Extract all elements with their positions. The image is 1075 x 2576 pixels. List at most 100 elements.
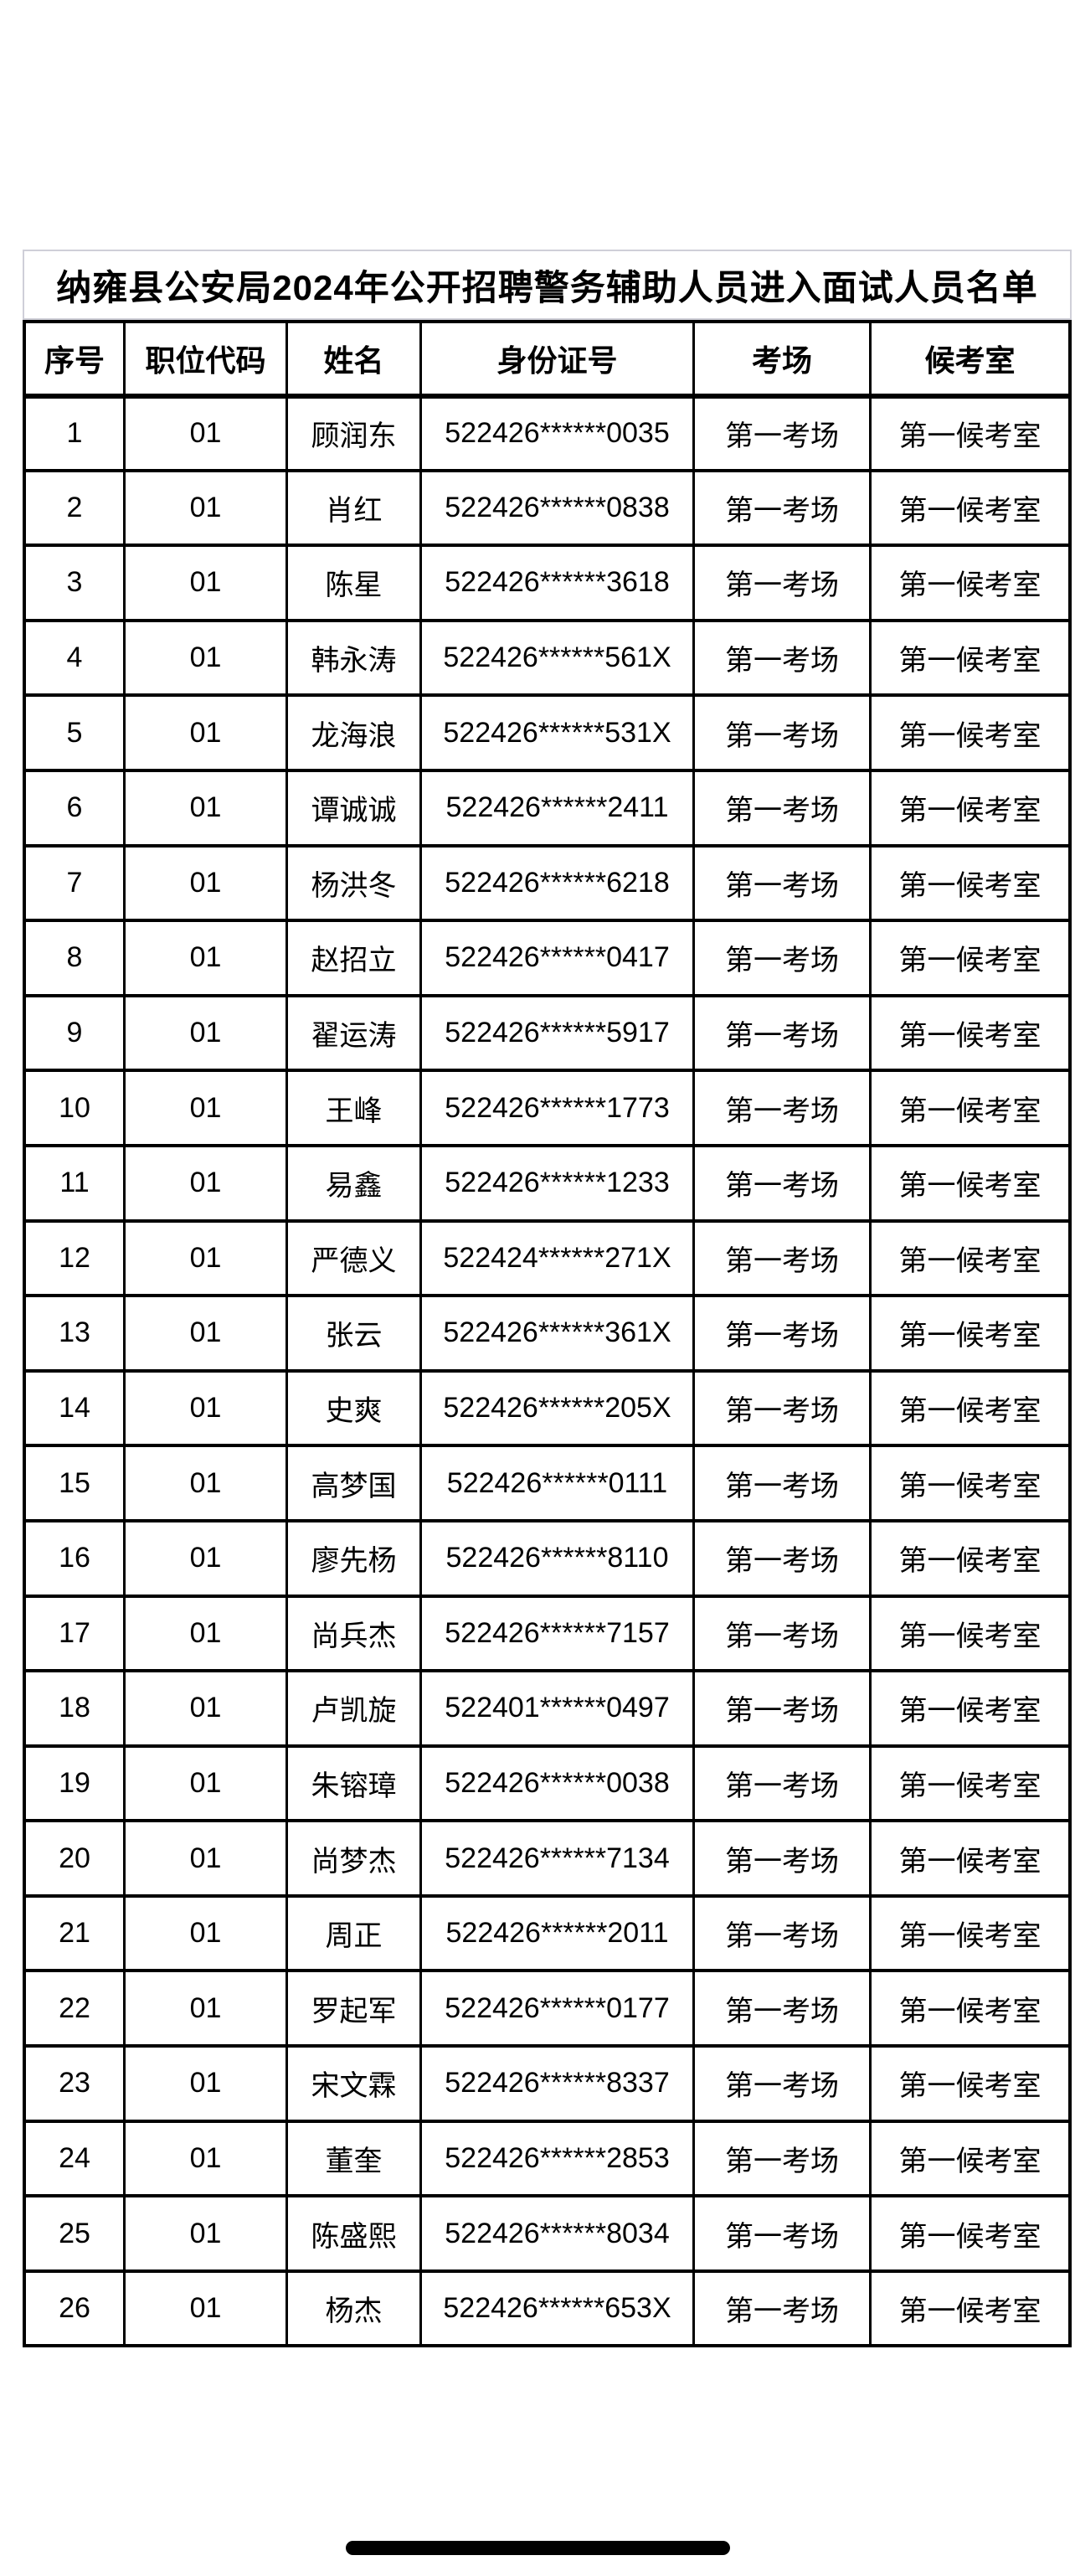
cell-name: 龙海浪 bbox=[285, 693, 419, 769]
cell-waiting: 第一候考室 bbox=[869, 1594, 1068, 1670]
cell-id: 522424******271X bbox=[419, 1218, 692, 1295]
header-waiting: 候考室 bbox=[869, 323, 1068, 394]
cell-seq: 16 bbox=[26, 1518, 123, 1595]
cell-seq: 5 bbox=[26, 693, 123, 769]
cell-room: 第一考场 bbox=[692, 1669, 869, 1744]
cell-id: 522426******1233 bbox=[419, 1143, 692, 1219]
cell-room: 第一考场 bbox=[692, 1969, 869, 2045]
header-code: 职位代码 bbox=[123, 323, 285, 394]
cell-id: 522426******531X bbox=[419, 693, 692, 769]
cell-code: 01 bbox=[123, 1069, 285, 1144]
cell-seq: 1 bbox=[26, 394, 123, 469]
cell-name: 尚梦杰 bbox=[285, 1819, 419, 1894]
cell-seq: 12 bbox=[26, 1218, 123, 1295]
cell-waiting: 第一候考室 bbox=[869, 1669, 1068, 1744]
cell-room: 第一考场 bbox=[692, 1744, 869, 1820]
cell-code: 01 bbox=[123, 1368, 285, 1445]
header-room: 考场 bbox=[692, 323, 869, 394]
cell-waiting: 第一候考室 bbox=[869, 1294, 1068, 1369]
cell-room: 第一考场 bbox=[692, 1368, 869, 1445]
header-seq: 序号 bbox=[44, 343, 105, 378]
cell-room: 第一考场 bbox=[692, 919, 869, 994]
cell-waiting: 第一候考室 bbox=[869, 1444, 1068, 1519]
cell-seq: 6 bbox=[26, 768, 123, 844]
cell-name: 董奎 bbox=[285, 2119, 419, 2195]
cell-name: 史爽 bbox=[285, 1368, 419, 1445]
cell-name: 翟运涛 bbox=[285, 993, 419, 1069]
cell-name: 肖红 bbox=[285, 468, 419, 544]
cell-id: 522426******8034 bbox=[419, 2194, 692, 2269]
cell-seq: 10 bbox=[26, 1069, 123, 1144]
cell-room: 第一考场 bbox=[692, 1444, 869, 1519]
cell-code: 01 bbox=[123, 468, 285, 544]
cell-name: 赵招立 bbox=[285, 919, 419, 994]
cell-room: 第一考场 bbox=[692, 468, 869, 544]
cell-code: 01 bbox=[123, 993, 285, 1069]
cell-name: 周正 bbox=[285, 1893, 419, 1970]
cell-name: 严德义 bbox=[285, 1218, 419, 1295]
cell-id: 522426******2853 bbox=[419, 2119, 692, 2195]
cell-name: 韩永涛 bbox=[285, 618, 419, 694]
cell-room: 第一考场 bbox=[692, 544, 869, 619]
cell-waiting: 第一候考室 bbox=[869, 1744, 1068, 1820]
cell-id: 522426******8110 bbox=[419, 1518, 692, 1595]
cell-name: 王峰 bbox=[285, 1069, 419, 1144]
cell-waiting: 第一候考室 bbox=[869, 843, 1068, 920]
cell-code: 01 bbox=[123, 544, 285, 619]
cell-seq: 13 bbox=[26, 1294, 123, 1369]
cell-code: 01 bbox=[123, 2044, 285, 2120]
cell-room: 第一考场 bbox=[692, 693, 869, 769]
cell-seq: 21 bbox=[26, 1893, 123, 1970]
cell-waiting: 第一候考室 bbox=[869, 2194, 1068, 2269]
cell-seq: 2 bbox=[26, 468, 123, 544]
header-id: 身份证号 bbox=[419, 323, 692, 394]
cell-room: 第一考场 bbox=[692, 1294, 869, 1369]
cell-name: 罗起军 bbox=[285, 1969, 419, 2045]
cell-room: 第一考场 bbox=[692, 843, 869, 920]
cell-seq: 4 bbox=[26, 618, 123, 694]
cell-room: 第一考场 bbox=[692, 1893, 869, 1970]
cell-id: 522426******0177 bbox=[419, 1969, 692, 2045]
cell-room: 第一考场 bbox=[692, 394, 869, 469]
cell-seq: 9 bbox=[26, 993, 123, 1069]
cell-name: 张云 bbox=[285, 1294, 419, 1369]
cell-id: 522426******5917 bbox=[419, 993, 692, 1069]
cell-id: 522426******0038 bbox=[419, 1744, 692, 1820]
cell-room: 第一考场 bbox=[692, 2119, 869, 2195]
cell-id: 522426******1773 bbox=[419, 1069, 692, 1144]
cell-code: 01 bbox=[123, 2194, 285, 2269]
cell-seq: 8 bbox=[26, 919, 123, 994]
cell-code: 01 bbox=[123, 1669, 285, 1744]
cell-id: 522426******561X bbox=[419, 618, 692, 694]
cell-id: 522426******8337 bbox=[419, 2044, 692, 2120]
cell-code: 01 bbox=[123, 1969, 285, 2045]
cell-name: 宋文霖 bbox=[285, 2044, 419, 2120]
cell-room: 第一考场 bbox=[692, 1819, 869, 1894]
cell-code: 01 bbox=[123, 394, 285, 469]
cell-id: 522426******2411 bbox=[419, 768, 692, 844]
cell-name: 陈星 bbox=[285, 544, 419, 619]
cell-code: 01 bbox=[123, 1518, 285, 1595]
cell-id: 522426******7134 bbox=[419, 1819, 692, 1894]
cell-room: 第一考场 bbox=[692, 2194, 869, 2269]
cell-seq: 24 bbox=[26, 2119, 123, 2195]
cell-waiting: 第一候考室 bbox=[869, 1069, 1068, 1144]
cell-seq: 14 bbox=[26, 1368, 123, 1445]
cell-id: 522426******0417 bbox=[419, 919, 692, 994]
cell-name: 杨杰 bbox=[285, 2269, 419, 2345]
cell-seq: 26 bbox=[26, 2269, 123, 2345]
cell-code: 01 bbox=[123, 1744, 285, 1820]
cell-seq: 23 bbox=[26, 2044, 123, 2120]
cell-code: 01 bbox=[123, 1819, 285, 1894]
cell-code: 01 bbox=[123, 1594, 285, 1670]
cell-code: 01 bbox=[123, 1294, 285, 1369]
cell-room: 第一考场 bbox=[692, 618, 869, 694]
cell-code: 01 bbox=[123, 618, 285, 694]
cell-code: 01 bbox=[123, 768, 285, 844]
cell-waiting: 第一候考室 bbox=[869, 2119, 1068, 2195]
cell-code: 01 bbox=[123, 1143, 285, 1219]
cell-seq: 19 bbox=[26, 1744, 123, 1820]
cell-code: 01 bbox=[123, 2269, 285, 2345]
cell-waiting: 第一候考室 bbox=[869, 618, 1068, 694]
cell-name: 易鑫 bbox=[285, 1143, 419, 1219]
